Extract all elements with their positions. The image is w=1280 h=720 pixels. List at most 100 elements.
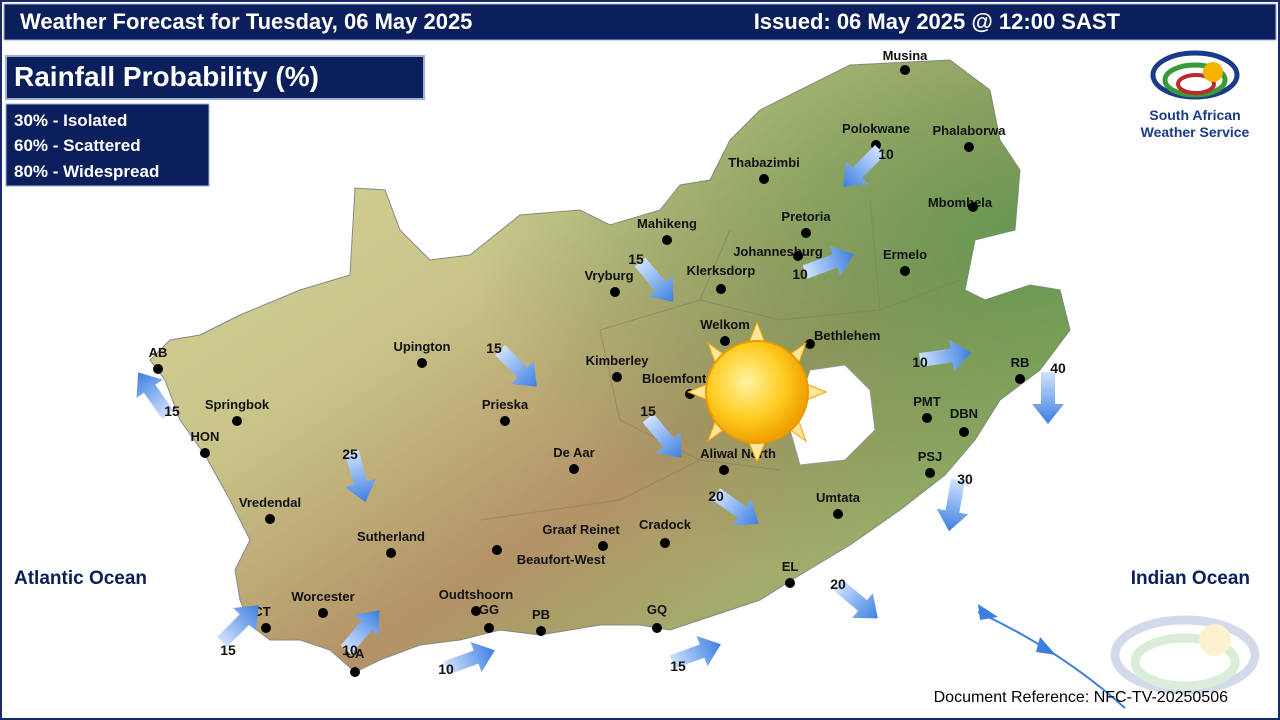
city-label: EL (782, 559, 799, 574)
city-dot (417, 358, 427, 368)
wind-arrow (669, 636, 721, 669)
terrain-shade (150, 60, 1070, 672)
legend-item: 60% - Scattered (14, 136, 141, 155)
city-dot (350, 667, 360, 677)
city-label: Sutherland (357, 529, 425, 544)
wind-arrow (843, 145, 885, 187)
city-dot (1015, 374, 1025, 384)
city-dot (925, 468, 935, 478)
city-label: Kimberley (586, 353, 650, 368)
city-dot (652, 623, 662, 633)
city-label: Mbombela (928, 195, 993, 210)
wind-arrow (344, 450, 376, 503)
city-label: GQ (647, 602, 667, 617)
wind-arrow (634, 257, 674, 302)
city-label: GG (479, 602, 499, 617)
city-dot (922, 413, 932, 423)
wind-arrow (443, 642, 495, 675)
city-dot (232, 416, 242, 426)
city-label: Bloemfontein (642, 371, 725, 386)
probability-label: 25 (342, 446, 358, 462)
header-bar (3, 3, 1277, 41)
city-dot (833, 509, 843, 519)
front (977, 604, 1126, 709)
city-dot (959, 427, 969, 437)
city-label: Mahikeng (637, 216, 697, 231)
legend-item: 80% - Widespread (14, 162, 159, 181)
wind-arrow (711, 488, 759, 526)
logo-text: South African (1149, 107, 1240, 123)
probability-label: 10 (878, 146, 894, 162)
city-label: AB (149, 345, 168, 360)
city-label: PMT (913, 394, 941, 409)
wind-arrow (642, 413, 682, 458)
city-label: Welkom (700, 317, 750, 332)
city-dot (785, 578, 795, 588)
city-dot (964, 142, 974, 152)
city-label: RB (1011, 355, 1030, 370)
city-label: Klerksdorp (687, 263, 756, 278)
city-dot (484, 623, 494, 633)
city-label: De Aar (553, 445, 594, 460)
cities: Bloemfontein Musina Polokwane Phalaborwa Tha… (149, 48, 1030, 677)
city-label: Phalaborwa (933, 123, 1007, 138)
probability-label: 20 (708, 488, 724, 504)
city-label: Beaufort-West (517, 552, 606, 567)
city-label: Graaf Reinet (542, 522, 620, 537)
logo-text: Weather Service (1141, 124, 1250, 140)
city-dot (569, 464, 579, 474)
city-dot (759, 174, 769, 184)
probability-label: 15 (640, 403, 656, 419)
city-dot (801, 228, 811, 238)
city-dot (662, 235, 672, 245)
city-label: Bethlehem (814, 328, 880, 343)
city-dot (805, 339, 815, 349)
city-dot (492, 545, 502, 555)
city-label: Springbok (205, 397, 270, 412)
probability-label: 15 (670, 658, 686, 674)
province-borders (479, 199, 961, 521)
city-dot (261, 623, 271, 633)
probability-label: 30 (957, 471, 973, 487)
city-label: Umtata (816, 490, 861, 505)
probability-label: 15 (220, 642, 236, 658)
city-dot (318, 608, 328, 618)
ocean-label: Indian Ocean (1131, 568, 1250, 589)
document-reference: Document Reference: NFC-TV-20250506 (934, 689, 1228, 706)
panel-title: Rainfall Probability (%) (14, 61, 319, 92)
city-dot (500, 416, 510, 426)
city-label: Oudtshoorn (439, 587, 513, 602)
city-dot (536, 626, 546, 636)
logo: South African Weather Service (1110, 50, 1260, 695)
probability-label: 10 (912, 354, 928, 370)
probability-label: 15 (628, 251, 644, 267)
probability-label: 15 (164, 403, 180, 419)
city-dot (471, 606, 481, 616)
city-label: Pretoria (781, 209, 831, 224)
city-label: Worcester (291, 589, 354, 604)
wind-arrow (1032, 372, 1064, 424)
probability-label: 10 (792, 266, 808, 282)
city-dot (900, 266, 910, 276)
city-label: Cradock (639, 517, 692, 532)
city-dot (265, 514, 275, 524)
city-label: Thabazimbi (728, 155, 800, 170)
wind-arrow (833, 579, 878, 619)
wind-arrow (340, 610, 380, 655)
probability-label: 10 (438, 661, 454, 677)
city-dot (200, 448, 210, 458)
wind-arrow (217, 605, 259, 647)
city-label: Musina (883, 48, 929, 63)
city-dot (968, 202, 978, 212)
probability-label: 10 (342, 642, 358, 658)
legend-item: 30% - Isolated (14, 111, 127, 130)
city-label: Vryburg (584, 268, 633, 283)
city-label: Polokwane (842, 121, 910, 136)
legend-box (5, 103, 210, 187)
city-dot (660, 538, 670, 548)
wind-arrow (919, 339, 972, 372)
city-label: Aliwal North (700, 446, 776, 461)
city-dot (598, 541, 608, 551)
